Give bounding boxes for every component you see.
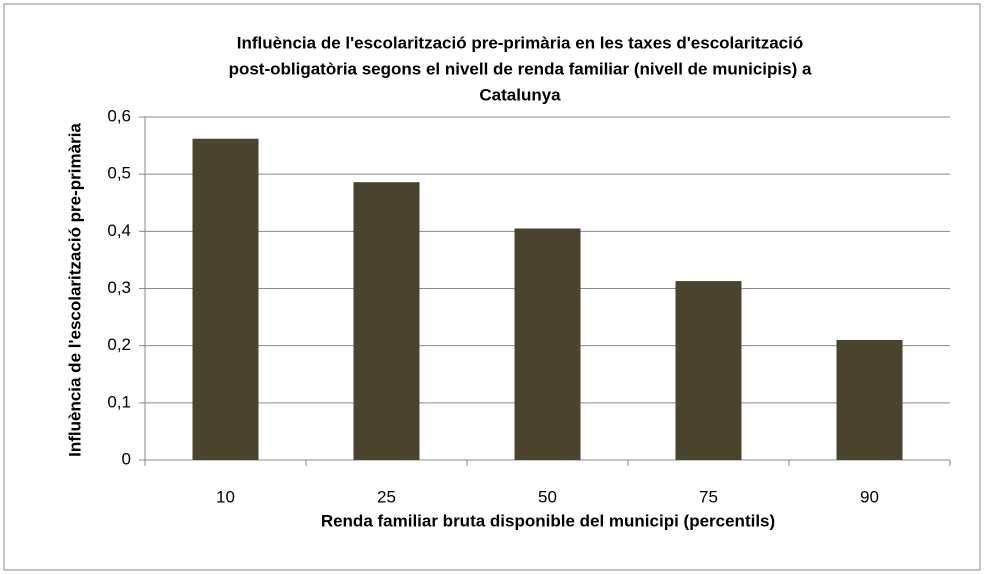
chart-title: Influència de l'escolarització pre-primà… <box>237 33 803 52</box>
x-axis-label: Renda familiar bruta disponible del muni… <box>321 511 775 530</box>
bar <box>514 228 581 460</box>
y-tick-label: 0,3 <box>107 278 131 297</box>
y-tick-label: 0,5 <box>107 164 131 183</box>
x-tick-label: 25 <box>377 487 396 506</box>
x-tick-label: 50 <box>538 487 557 506</box>
chart-title: post-obligatòria segons el nivell de ren… <box>229 59 812 78</box>
y-tick-label: 0 <box>122 449 131 468</box>
x-tick-label: 90 <box>860 487 879 506</box>
y-tick-label: 0,1 <box>107 392 131 411</box>
y-axis-label: Influència de l'escolarització pre-primà… <box>65 123 84 457</box>
bar <box>353 182 420 461</box>
y-tick-label: 0,6 <box>107 106 131 125</box>
bar <box>836 339 903 460</box>
x-tick-label: 10 <box>216 487 235 506</box>
x-tick-label: 75 <box>699 487 718 506</box>
y-tick-label: 0,4 <box>107 221 131 240</box>
bar <box>192 138 259 460</box>
chart-title: Catalunya <box>479 85 561 104</box>
bar <box>675 281 742 460</box>
y-tick-label: 0,2 <box>107 335 131 354</box>
chart-border <box>3 3 981 571</box>
